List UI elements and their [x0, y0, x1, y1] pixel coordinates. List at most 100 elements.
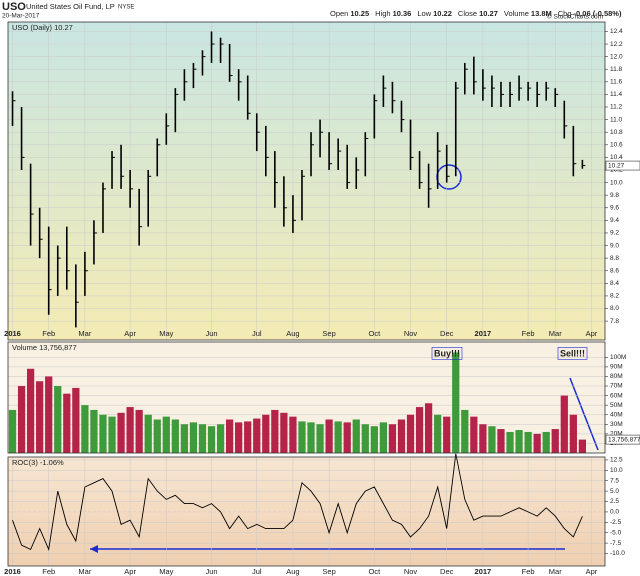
quote-label: Low [417, 9, 431, 18]
roc-line [12, 453, 583, 552]
y-tick-label: 8.4 [610, 280, 619, 287]
y-tick-label: 50M [610, 402, 623, 409]
y-tick-label: 2.5 [610, 498, 619, 505]
y-tick-label: 11.2 [610, 104, 623, 111]
y-tick-label: 11.6 [610, 79, 623, 86]
volume-bar [443, 416, 451, 453]
x-tick-label: Mar [549, 329, 562, 338]
volume-bar [189, 422, 198, 453]
last-value: 10.27 [608, 162, 625, 169]
volume-bar [533, 433, 541, 453]
volume-bar [325, 419, 333, 453]
x-tick-label: 2017 [475, 329, 492, 338]
y-tick-label: 9.0 [610, 242, 619, 249]
x-tick-label: Apr [586, 329, 598, 338]
volume-bar [153, 419, 161, 453]
y-tick-label: 80M [610, 373, 623, 380]
date: 20-Mar-2017 [2, 13, 40, 20]
volume-bar [126, 407, 134, 453]
annotation: Sell!!! [560, 348, 585, 358]
last-value-box [605, 434, 640, 445]
volume-bar [180, 424, 189, 453]
volume-bar [479, 424, 487, 453]
volume-bar [235, 422, 243, 453]
volume-bar [99, 414, 107, 453]
volume-bar [216, 424, 225, 453]
y-tick-label: 8.0 [610, 305, 619, 312]
volume-bar [352, 419, 360, 453]
y-tick-label: 12.5 [610, 457, 623, 464]
volume-bar [415, 407, 424, 453]
fund-name: United States Oil Fund, LP [26, 2, 115, 11]
x-tick-label: Nov [404, 567, 418, 576]
y-tick-label: 0.0 [610, 509, 619, 516]
x-tick-label: Feb [42, 329, 55, 338]
volume-bar [271, 409, 279, 453]
volume-bar [551, 429, 559, 453]
volume-bar [343, 422, 351, 453]
annotation: Buy!!! [434, 348, 460, 358]
x-tick-label: Jun [205, 567, 217, 576]
x-tick-label: 2017 [475, 567, 492, 576]
x-tick-label: Jul [252, 567, 262, 576]
y-tick-label: 10.0 [610, 179, 623, 186]
volume-bar [72, 387, 80, 453]
volume-bar [578, 439, 587, 453]
volume-bar [334, 421, 342, 453]
volume-bar [26, 368, 35, 453]
price-panel [8, 22, 605, 340]
y-tick-label: 70M [610, 383, 623, 390]
x-tick-label: Mar [78, 329, 91, 338]
roc-panel [8, 457, 605, 566]
x-tick-label: Mar [549, 567, 562, 576]
y-tick-label: 40M [610, 411, 623, 418]
volume-bar [497, 429, 505, 453]
y-tick-label: -2.5 [610, 519, 622, 526]
volume-bar [470, 416, 478, 453]
x-tick-label: Feb [522, 329, 535, 338]
volume-bar [424, 403, 433, 453]
volume-bar [289, 416, 297, 453]
x-tick-label: May [159, 329, 173, 338]
x-tick-label: Oct [369, 329, 382, 338]
quote-value: 10.22 [433, 9, 452, 18]
volume-bar [225, 419, 234, 453]
y-tick-label: 9.2 [610, 230, 619, 237]
y-tick-label: 8.2 [610, 293, 619, 300]
volume-bar [63, 393, 71, 453]
x-tick-label: Sep [322, 329, 335, 338]
volume-bar [361, 424, 369, 453]
volume-bar [560, 395, 568, 453]
x-tick-label: Jun [205, 329, 217, 338]
y-tick-label: 12.2 [610, 41, 623, 48]
x-tick-label: May [159, 567, 173, 576]
y-tick-label: -5.0 [610, 529, 622, 536]
volume-bar [90, 409, 98, 453]
volume-bar [81, 405, 89, 453]
volume-bar [569, 414, 577, 453]
quote-value: 10.27 [479, 9, 498, 18]
y-tick-label: 11.4 [610, 91, 623, 98]
volume-bar [316, 424, 324, 453]
symbol: USO [2, 1, 26, 13]
x-tick-label: Feb [42, 567, 55, 576]
volume-bar [452, 352, 460, 453]
y-tick-label: 10.0 [610, 467, 623, 474]
volume-bar [45, 376, 53, 453]
y-tick-label: 9.8 [610, 192, 619, 199]
y-tick-label: 9.6 [610, 204, 619, 211]
panel-frame [7, 456, 606, 567]
x-tick-label: Apr [124, 329, 136, 338]
quote: Open 10.25 High 10.36 Low 10.22 Close 10.27 Volu… [330, 9, 622, 18]
volume-bar [135, 409, 143, 453]
x-tick-label: Dec [440, 567, 454, 576]
x-tick-label: Feb [522, 567, 535, 576]
volume-bar [515, 430, 523, 453]
volume-bar [262, 414, 270, 453]
y-tick-label: 5.0 [610, 488, 619, 495]
last-value-box [605, 160, 640, 171]
quote-value: 10.36 [393, 9, 412, 18]
x-tick-label: 2016 [4, 329, 21, 338]
y-tick-label: 7.5 [610, 477, 619, 484]
quote-label: Close [458, 9, 477, 18]
